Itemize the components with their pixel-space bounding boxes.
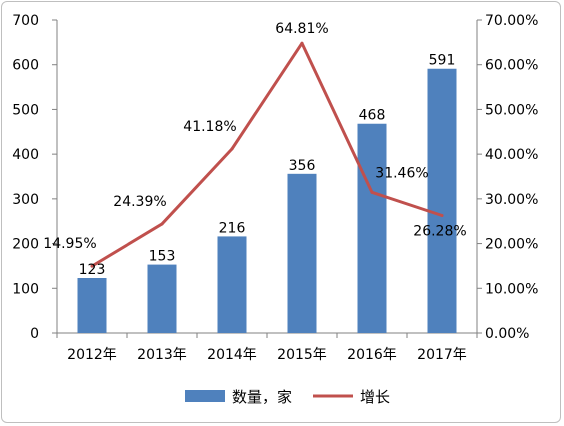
growth-point-2015年 bbox=[300, 41, 304, 45]
bar-value-label: 216 bbox=[219, 220, 246, 236]
right-axis-tick-label: 60.00% bbox=[485, 58, 538, 74]
growth-point-2013年 bbox=[160, 222, 164, 226]
data-labels-layer: 123 153 216 356 468 591 14.95% 24.39% 41.18% 64.8… bbox=[43, 21, 466, 278]
growth-point-2017年 bbox=[440, 213, 444, 217]
growth-point-2014年 bbox=[230, 147, 234, 151]
growth-point-2016年 bbox=[370, 190, 374, 194]
left-axis-tick-label: 0 bbox=[30, 326, 39, 342]
right-axis-tick-label: 20.00% bbox=[485, 237, 538, 253]
bar-value-label: 591 bbox=[429, 53, 456, 69]
legend-line-label: 增长 bbox=[360, 388, 390, 406]
bar-2014年 bbox=[217, 236, 247, 333]
right-axis-tick-label: 50.00% bbox=[485, 102, 538, 118]
x-axis-category-label: 2017年 bbox=[417, 347, 467, 363]
growth-line bbox=[90, 41, 444, 268]
growth-value-label: 14.95% bbox=[43, 236, 96, 252]
left-axis-tick-label: 400 bbox=[12, 147, 39, 163]
right-axis-tick-label: 30.00% bbox=[485, 192, 538, 208]
growth-point-2012年 bbox=[90, 264, 94, 268]
left-axis-tick-label: 200 bbox=[12, 237, 39, 253]
bar-2016年 bbox=[357, 123, 387, 333]
right-axis-tick-label: 70.00% bbox=[485, 13, 538, 29]
right-axis-tick-label: 0.00% bbox=[485, 326, 529, 342]
left-axis-tick-label: 500 bbox=[12, 102, 39, 118]
left-axis-tick-label: 700 bbox=[12, 13, 39, 29]
right-axis-tick-label: 40.00% bbox=[485, 147, 538, 163]
left-axis-tick-label: 600 bbox=[12, 58, 39, 74]
x-axis-category-label: 2012年 bbox=[67, 347, 117, 363]
bar-value-label: 153 bbox=[149, 249, 176, 265]
x-axis-category-label: 2014年 bbox=[207, 347, 257, 363]
bar-value-label: 356 bbox=[289, 158, 316, 174]
bar-2017年 bbox=[427, 68, 457, 333]
bar-2015年 bbox=[287, 173, 317, 333]
right-axis-tick-label: 10.00% bbox=[485, 281, 538, 297]
growth-value-label: 64.81% bbox=[275, 21, 328, 37]
bar-2012年 bbox=[77, 278, 107, 333]
left-axis-tick-label: 300 bbox=[12, 192, 39, 208]
growth-value-label: 41.18% bbox=[183, 119, 236, 135]
bar-value-label: 123 bbox=[79, 262, 106, 278]
bar-2013年 bbox=[147, 264, 177, 333]
axes-layer: 0 100 200 300 400 500 600 700 0.00% 10.00% 20.00% 3… bbox=[12, 13, 538, 363]
bars-layer bbox=[77, 68, 457, 333]
x-axis-category-label: 2013年 bbox=[137, 347, 187, 363]
growth-value-label: 26.28% bbox=[413, 223, 466, 239]
bar-value-label: 468 bbox=[359, 108, 386, 124]
growth-value-label: 31.46% bbox=[375, 165, 428, 181]
legend: 数量，家 增长 bbox=[185, 388, 390, 406]
legend-bar-swatch bbox=[185, 390, 225, 402]
growth-value-label: 24.39% bbox=[113, 194, 166, 210]
x-axis-category-label: 2015年 bbox=[277, 347, 327, 363]
x-axis-category-label: 2016年 bbox=[347, 347, 397, 363]
legend-bar-label: 数量，家 bbox=[232, 388, 292, 406]
growth-line-layer bbox=[90, 41, 444, 268]
left-axis-tick-label: 100 bbox=[12, 281, 39, 297]
